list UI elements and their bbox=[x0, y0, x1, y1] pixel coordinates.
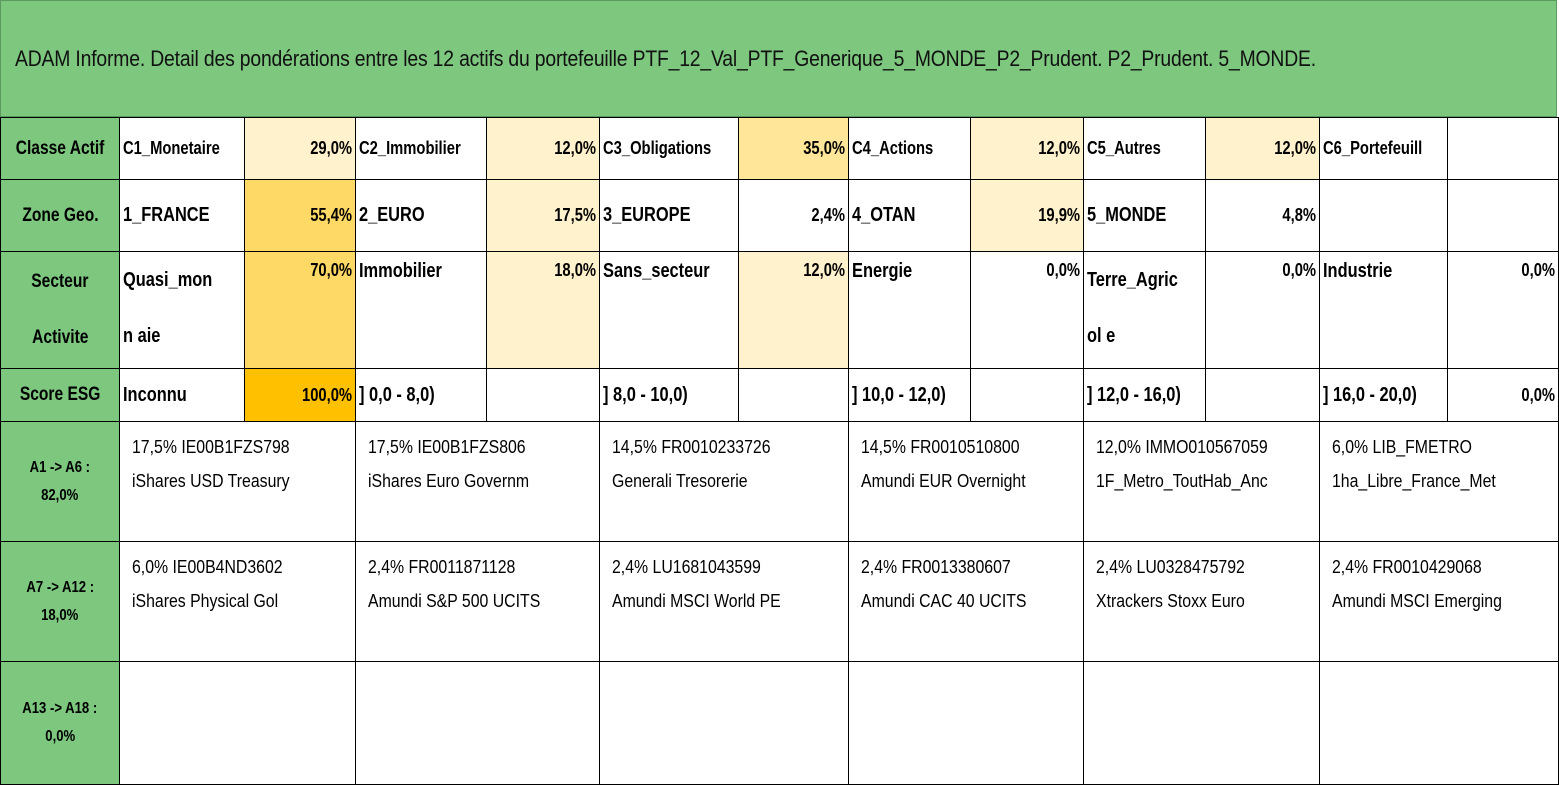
class-name-c4: C4_Actions bbox=[848, 117, 971, 180]
zone-value-2: 17,5% bbox=[485, 179, 600, 252]
class-value-c4: 12,0% bbox=[969, 117, 1085, 180]
row-secteur-activite: Secteur Activite Quasi_monn aie 70,0% Imm… bbox=[0, 251, 1559, 369]
zone-value-1: 55,4% bbox=[244, 179, 356, 252]
asset-cell: 2,4% LU1681043599 Amundi MSCI World PE bbox=[598, 541, 850, 662]
zone-name-2: 2_EURO bbox=[354, 179, 487, 252]
asset-cell bbox=[848, 661, 1084, 785]
asset-group-row: A1 -> A6 :82,0% 17,5% IE00B1FZS798 iShare… bbox=[0, 421, 1559, 542]
row-label-classe-actif: Classe Actif bbox=[0, 117, 120, 180]
class-value-c3: 35,0% bbox=[737, 117, 850, 180]
asset-cell bbox=[598, 661, 850, 785]
row-label-zone-geo: Zone Geo. bbox=[0, 179, 120, 252]
asset-cell: 2,4% LU0328475792 Xtrackers Stoxx Euro bbox=[1082, 541, 1321, 662]
asset-cell bbox=[354, 661, 600, 785]
esg-value-5 bbox=[1204, 368, 1321, 422]
class-value-c5: 12,0% bbox=[1204, 117, 1321, 180]
report-title: ADAM Informe. Detail des pondérations en… bbox=[0, 0, 1557, 117]
esg-bucket-1: Inconnu bbox=[118, 368, 246, 422]
asset-cell bbox=[1082, 661, 1321, 785]
row-zone-geo: Zone Geo. 1_FRANCE 55,4% 2_EURO 17,5% 3_… bbox=[0, 179, 1559, 252]
row-classe-actif: Classe Actif C1_Monetaire 29,0% C2_Immob… bbox=[0, 117, 1559, 180]
asset-cell: 14,5% FR0010510800 Amundi EUR Overnight bbox=[848, 421, 1084, 542]
asset-cell bbox=[1319, 661, 1559, 785]
zone-name-3: 3_EUROPE bbox=[598, 179, 739, 252]
sector-value-1: 70,0% bbox=[244, 251, 356, 369]
sector-value-3: 12,0% bbox=[737, 251, 850, 369]
sector-name-5: Terre_Agricol e bbox=[1083, 251, 1206, 369]
sector-name-3: Sans_secteur bbox=[598, 251, 739, 369]
asset-group-label: A7 -> A12 :18,0% bbox=[0, 541, 120, 662]
asset-cell: 2,4% FR0013380607 Amundi CAC 40 UCITS bbox=[848, 541, 1084, 662]
sector-value-6: 0,0% bbox=[1447, 251, 1559, 369]
esg-value-2 bbox=[485, 368, 600, 422]
class-value-c6 bbox=[1447, 117, 1559, 180]
esg-bucket-3: ] 8,0 - 10,0) bbox=[598, 368, 739, 422]
class-name-c2: C2_Immobilier bbox=[354, 117, 487, 180]
esg-value-4 bbox=[969, 368, 1085, 422]
asset-cell: 12,0% IMMO010567059 1F_Metro_ToutHab_Anc bbox=[1082, 421, 1321, 542]
zone-name-4: 4_OTAN bbox=[848, 179, 971, 252]
zone-value-5: 4,8% bbox=[1204, 179, 1321, 252]
asset-cell: 2,4% FR0011871128 Amundi S&P 500 UCITS bbox=[354, 541, 600, 662]
class-value-c1: 29,0% bbox=[244, 117, 356, 180]
asset-cell: 6,0% IE00B4ND3602 iShares Physical Gol bbox=[118, 541, 356, 662]
class-name-c3: C3_Obligations bbox=[598, 117, 739, 180]
asset-group-row: A13 -> A18 :0,0% bbox=[0, 661, 1559, 785]
sector-value-2: 18,0% bbox=[485, 251, 600, 369]
esg-bucket-6: ] 16,0 - 20,0) bbox=[1319, 368, 1449, 422]
esg-value-1: 100,0% bbox=[244, 368, 356, 422]
class-name-c5: C5_Autres bbox=[1083, 117, 1206, 180]
class-name-c1: C1_Monetaire bbox=[118, 117, 246, 180]
asset-cell: 2,4% FR0010429068 Amundi MSCI Emerging bbox=[1319, 541, 1559, 662]
class-name-c6: C6_Portefeuill bbox=[1319, 117, 1449, 180]
asset-cell: 17,5% IE00B1FZS798 iShares USD Treasury bbox=[118, 421, 356, 542]
asset-cell: 6,0% LIB_FMETRO 1ha_Libre_France_Met bbox=[1319, 421, 1559, 542]
zone-value-4: 19,9% bbox=[969, 179, 1085, 252]
row-score-esg: Score ESG Inconnu 100,0% ] 0,0 - 8,0) ] … bbox=[0, 368, 1559, 422]
allocation-table: Classe Actif C1_Monetaire 29,0% C2_Immob… bbox=[0, 117, 1559, 785]
asset-group-row: A7 -> A12 :18,0% 6,0% IE00B4ND3602 iShare… bbox=[0, 541, 1559, 662]
sector-value-5: 0,0% bbox=[1204, 251, 1321, 369]
esg-bucket-5: ] 12,0 - 16,0) bbox=[1083, 368, 1206, 422]
asset-cell: 17,5% IE00B1FZS806 iShares Euro Governm bbox=[354, 421, 600, 542]
esg-bucket-2: ] 0,0 - 8,0) bbox=[354, 368, 487, 422]
row-label-score-esg: Score ESG bbox=[0, 368, 120, 422]
sector-name-4: Energie bbox=[848, 251, 971, 369]
esg-bucket-4: ] 10,0 - 12,0) bbox=[848, 368, 971, 422]
asset-cell: 14,5% FR0010233726 Generali Tresorerie bbox=[598, 421, 850, 542]
sector-name-2: Immobilier bbox=[354, 251, 487, 369]
asset-cell bbox=[118, 661, 356, 785]
zone-name-5: 5_MONDE bbox=[1083, 179, 1206, 252]
class-value-c2: 12,0% bbox=[485, 117, 600, 180]
esg-value-3 bbox=[737, 368, 850, 422]
sector-value-4: 0,0% bbox=[969, 251, 1085, 369]
sector-name-1: Quasi_monn aie bbox=[118, 251, 246, 369]
sector-name-6: Industrie bbox=[1319, 251, 1449, 369]
zone-name-1: 1_FRANCE bbox=[118, 179, 246, 252]
asset-group-label: A13 -> A18 :0,0% bbox=[0, 661, 120, 785]
esg-value-6: 0,0% bbox=[1447, 368, 1559, 422]
zone-value-6 bbox=[1447, 179, 1559, 252]
zone-name-6 bbox=[1319, 179, 1449, 252]
report-title-text: ADAM Informe. Detail des pondérations en… bbox=[15, 45, 1316, 71]
row-label-secteur: Secteur Activite bbox=[0, 251, 120, 369]
asset-group-label: A1 -> A6 :82,0% bbox=[0, 421, 120, 542]
zone-value-3: 2,4% bbox=[737, 179, 850, 252]
